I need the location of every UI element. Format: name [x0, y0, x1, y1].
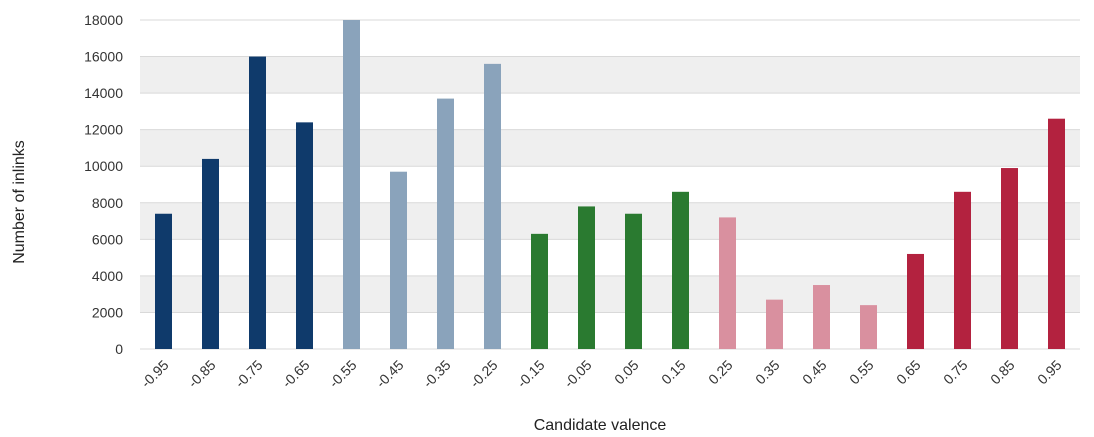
- bar: [766, 299, 783, 349]
- x-tick-label: 0.95: [1034, 357, 1065, 388]
- bar: [531, 233, 548, 349]
- x-tick-label: -0.75: [232, 357, 266, 391]
- y-tick-label: 0: [115, 341, 123, 357]
- y-tick-label: 4000: [92, 268, 123, 284]
- y-tick-label: 2000: [92, 304, 123, 320]
- x-tick-label: 0.15: [658, 357, 689, 388]
- x-axis-title: Candidate valence: [534, 417, 667, 434]
- x-tick-label: -0.85: [185, 357, 219, 391]
- x-tick-label: 0.85: [987, 357, 1018, 388]
- x-tick-label: 0.45: [799, 357, 830, 388]
- y-tick-label: 14000: [84, 85, 123, 101]
- y-tick-label: 6000: [92, 231, 123, 247]
- x-tick-label: -0.25: [467, 357, 501, 391]
- bar: [578, 206, 595, 349]
- x-tick-label: -0.95: [138, 357, 172, 391]
- bar: [625, 213, 642, 349]
- grid-band: [140, 275, 1080, 313]
- bar: [1048, 118, 1065, 349]
- bar: [672, 191, 689, 349]
- bar: [343, 20, 360, 349]
- grid-bands: [140, 56, 1080, 313]
- bar: [437, 98, 454, 349]
- x-tick-label: 0.35: [752, 357, 783, 388]
- y-tick-label: 12000: [84, 122, 123, 138]
- y-tick-label: 8000: [92, 195, 123, 211]
- x-tick-label: 0.75: [940, 357, 971, 388]
- x-tick-label: -0.55: [326, 357, 360, 391]
- grid-band: [140, 56, 1080, 94]
- x-tick-label: -0.05: [561, 357, 595, 391]
- bar: [1001, 168, 1018, 349]
- bar: [954, 191, 971, 349]
- grid-band: [140, 202, 1080, 240]
- bar: [249, 56, 266, 350]
- bar: [296, 122, 313, 349]
- x-tick-label: -0.35: [420, 357, 454, 391]
- bar: [907, 253, 924, 349]
- x-tick-label: 0.05: [611, 357, 642, 388]
- y-tick-labels: 0 2000 4000 6000 8000 10000 12000 14000 16000 180…: [84, 12, 123, 357]
- bars: [155, 20, 1065, 350]
- grid-band: [140, 129, 1080, 167]
- x-tick-label: -0.45: [373, 357, 407, 391]
- x-tick-label: -0.65: [279, 357, 313, 391]
- bar: [813, 285, 830, 349]
- y-tick-label: 16000: [84, 49, 123, 65]
- bar: [155, 213, 172, 349]
- x-tick-labels: -0.95 -0.85 -0.75 -0.65 -0.55 -0.45 -0.35 -0.25…: [138, 357, 1065, 391]
- bar: [484, 63, 501, 349]
- bar: [390, 171, 407, 349]
- x-tick-label: 0.65: [893, 357, 924, 388]
- y-tick-label: 10000: [84, 158, 123, 174]
- y-tick-label: 18000: [84, 12, 123, 28]
- y-axis-title: Number of inlinks: [11, 140, 28, 264]
- bar: [860, 305, 877, 349]
- x-tick-label: 0.25: [705, 357, 736, 388]
- x-tick-label: 0.55: [846, 357, 877, 388]
- x-tick-label: -0.15: [514, 357, 548, 391]
- bar: [202, 158, 219, 349]
- bar: [719, 217, 736, 349]
